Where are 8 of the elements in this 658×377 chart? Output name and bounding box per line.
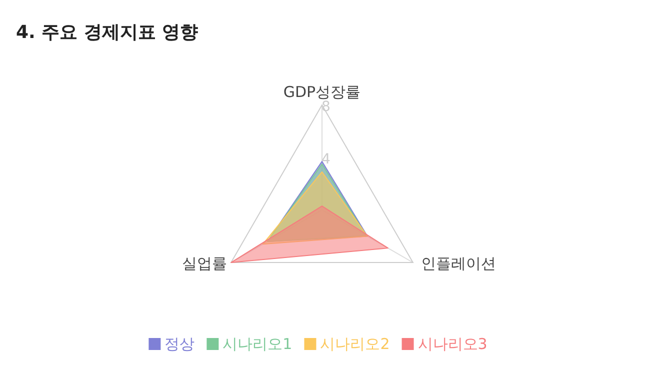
title: 4. 주요 경제지표 영향 [16,22,198,43]
category: GDP성장률 [283,83,361,101]
legend-label: 정상 [164,335,195,353]
legend-label: 시나리오2 [320,335,390,353]
legend-label: 시나리오1 [222,335,292,353]
category: 인플레이션 [420,254,496,272]
legend-label: 시나리오3 [418,335,488,353]
category: 실업률 [182,254,228,272]
